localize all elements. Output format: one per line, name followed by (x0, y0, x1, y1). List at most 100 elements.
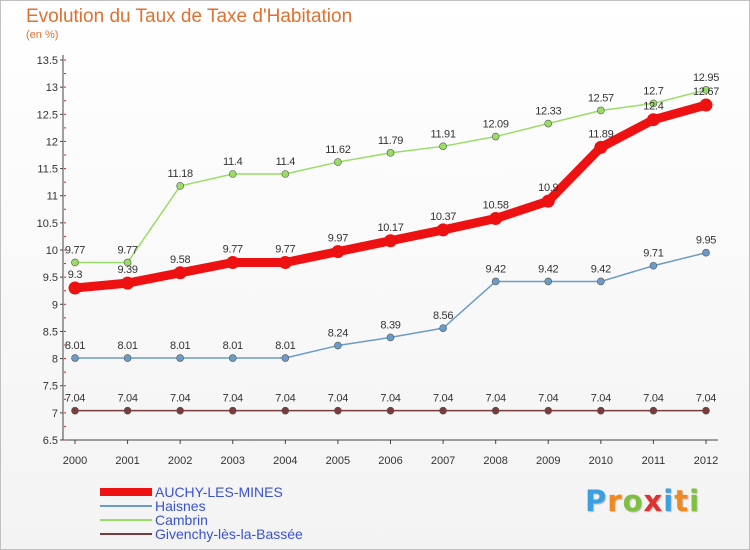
chart-title: Evolution du Taux de Taxe d'Habitation (26, 6, 353, 27)
legend-label-cambrin: Cambrin (155, 512, 208, 528)
series-lines (68, 86, 713, 415)
y-tick-label: 9.5 (43, 272, 58, 284)
series-point-3 (71, 406, 79, 415)
series-point-2 (123, 258, 132, 267)
series-point-2 (176, 182, 184, 190)
logo-letter: o (622, 484, 644, 518)
y-tick-label: 13.5 (37, 55, 58, 67)
series-point-0 (68, 281, 82, 295)
data-label: 12.7 (643, 85, 663, 97)
data-label: 8.01 (117, 340, 137, 352)
y-tick-label: 12 (46, 136, 58, 148)
legend-swatch-givenchy (100, 533, 152, 535)
series-point-3 (386, 406, 395, 415)
series-point-1 (439, 324, 447, 332)
x-tick-label: 2004 (273, 455, 297, 467)
logo-letter: x (643, 484, 664, 518)
series-point-0 (436, 223, 450, 237)
y-tick-label: 10.5 (37, 218, 58, 230)
series-point-3 (176, 406, 184, 415)
data-label: 9.42 (591, 263, 611, 275)
series-point-0 (278, 255, 292, 269)
series-point-1 (597, 277, 605, 286)
series-point-2 (702, 86, 710, 94)
series-point-3 (281, 406, 290, 415)
data-label: 9.71 (643, 248, 663, 260)
data-label: 9.42 (486, 263, 506, 275)
data-label: 9.97 (328, 233, 348, 245)
data-label: 10.37 (430, 211, 456, 223)
series-point-0 (489, 212, 503, 226)
series-point-2 (228, 170, 237, 178)
y-tick-label: 6.5 (43, 435, 58, 447)
data-label: 7.04 (65, 393, 85, 405)
series-point-0 (173, 266, 187, 280)
y-tick-label: 13 (46, 82, 58, 94)
data-label: 8.24 (328, 328, 348, 340)
data-label: 7.04 (117, 393, 137, 405)
legend-swatch-auchy (100, 488, 152, 496)
data-label: 12.4 (643, 101, 663, 113)
data-label: 8.01 (65, 340, 85, 352)
data-label: 7.04 (433, 393, 453, 405)
series-point-2 (544, 119, 553, 128)
data-label: 12.09 (483, 119, 509, 131)
series-point-3 (544, 406, 553, 415)
data-label: 11.4 (276, 156, 296, 168)
legend-swatch-cambrin (100, 519, 152, 521)
data-label: 7.04 (591, 393, 611, 405)
data-label: 12.57 (588, 92, 614, 104)
data-label: 11.79 (378, 135, 403, 147)
series-point-0 (646, 113, 660, 127)
data-labels: 9.3 9.39 9.58 9.77 9.77 9.97 10.17 10.37 10.58 10… (65, 72, 720, 405)
legend-label-auchy: AUCHY-LES-MINES (155, 484, 283, 500)
series-point-1 (334, 341, 342, 350)
logo-letter: i (689, 484, 701, 518)
y-tick-label: 11.5 (37, 164, 58, 176)
series-point-3 (439, 406, 447, 415)
x-tick-label: 2000 (63, 455, 87, 467)
x-tick-label: 2008 (483, 455, 507, 467)
series-point-2 (491, 132, 500, 141)
data-label: 10.17 (377, 222, 403, 234)
series-point-1 (176, 354, 184, 362)
proxiti-logo: Proxiti (585, 484, 700, 518)
data-label: 7.04 (643, 393, 663, 405)
data-label: 8.01 (170, 340, 190, 352)
series-point-3 (597, 406, 605, 415)
logo-letter: i (663, 484, 675, 518)
data-label: 11.62 (325, 144, 350, 156)
data-label: 12.33 (535, 106, 561, 118)
data-label: 11.91 (430, 128, 455, 140)
series-point-0 (226, 255, 240, 269)
data-label: 8.01 (275, 340, 295, 352)
x-tick-label: 2002 (168, 455, 192, 467)
x-tick-label: 2001 (115, 455, 139, 467)
series-point-3 (702, 406, 710, 415)
data-label: 9.77 (65, 244, 85, 256)
series-point-1 (386, 333, 395, 342)
series-point-3 (334, 406, 342, 415)
series-point-3 (649, 406, 658, 415)
y-tick-label: 9 (52, 299, 58, 311)
data-label: 7.04 (380, 393, 400, 405)
legend-label-givenchy: Givenchy-lès-la-Bassée (155, 526, 303, 542)
series-point-2 (281, 170, 290, 178)
logo-letter: P (585, 484, 608, 518)
series-point-1 (71, 354, 79, 362)
x-tick-label: 2006 (378, 455, 402, 467)
data-label: 12.95 (693, 72, 719, 84)
data-label: 7.04 (328, 393, 348, 405)
series-point-3 (123, 406, 132, 415)
series-point-1 (702, 248, 710, 257)
legend-swatch-haisnes (100, 505, 152, 507)
series-point-0 (541, 194, 555, 208)
data-label: 9.95 (696, 235, 716, 247)
series-point-2 (439, 142, 447, 151)
series-point-0 (384, 234, 397, 248)
series-point-1 (649, 261, 658, 270)
y-tick-label: 12.5 (37, 109, 58, 121)
x-tick-label: 2011 (642, 455, 666, 467)
y-tick-label: 7 (52, 408, 58, 420)
series-point-2 (334, 158, 342, 166)
